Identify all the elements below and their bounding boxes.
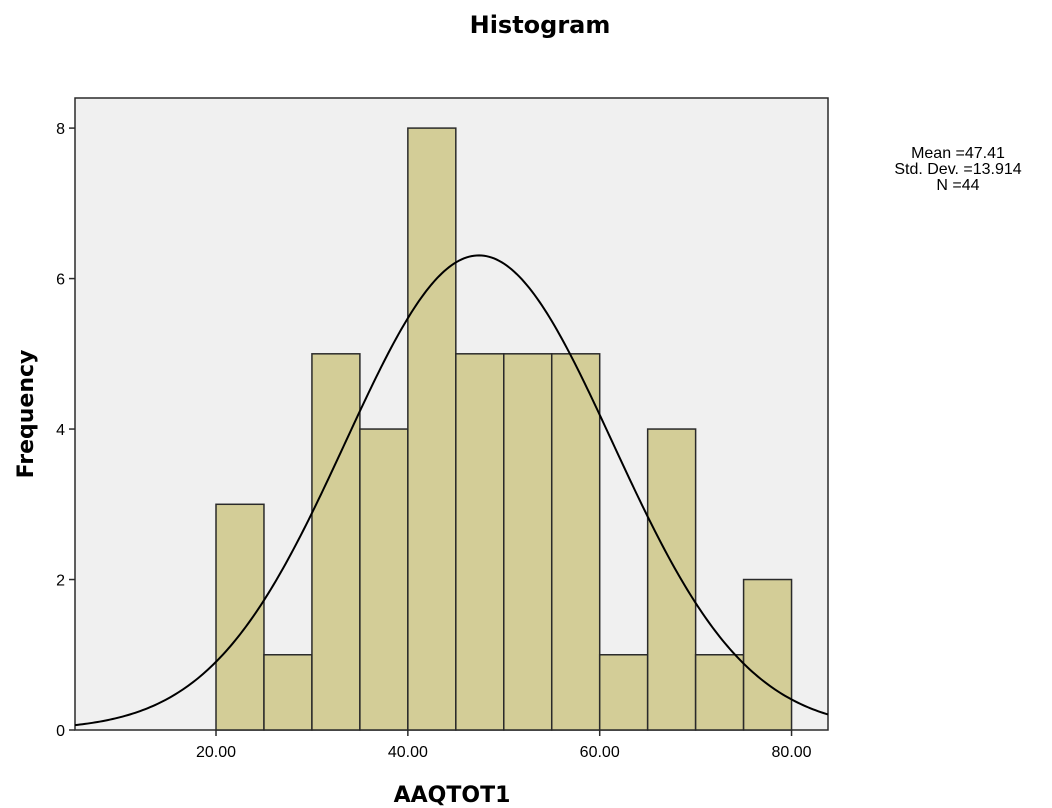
y-tick-label: 2 <box>56 573 65 590</box>
histogram-bar-75-80 <box>744 580 792 730</box>
histogram-bar-55-60 <box>552 354 600 730</box>
x-axis-label: AAQTOT1 <box>394 783 511 808</box>
y-tick-label: 4 <box>56 422 65 439</box>
histogram-bar-60-65 <box>600 655 648 730</box>
chart-title: Histogram <box>470 11 611 39</box>
x-tick-label: 60.00 <box>580 744 620 761</box>
y-tick-label: 6 <box>56 272 65 289</box>
stats-n: N =44 <box>936 177 979 194</box>
stats-box: Mean =47.41 Std. Dev. =13.914 N =44 <box>894 145 1021 194</box>
y-tick-label: 0 <box>56 723 65 740</box>
y-axis-ticks: 0 2 4 6 8 <box>56 121 75 740</box>
x-tick-label: 80.00 <box>772 744 812 761</box>
histogram-bar-20-25 <box>216 504 264 730</box>
stats-mean: Mean =47.41 <box>911 145 1005 162</box>
x-tick-label: 20.00 <box>196 744 236 761</box>
histogram-bar-50-55 <box>504 354 552 730</box>
x-tick-label: 40.00 <box>388 744 428 761</box>
histogram-bar-70-75 <box>696 655 744 730</box>
y-axis-label: Frequency <box>14 350 39 479</box>
stats-std-dev: Std. Dev. =13.914 <box>894 161 1021 178</box>
histogram-bar-25-30 <box>264 655 312 730</box>
x-axis-ticks: 20.00 40.00 60.00 80.00 <box>196 730 812 761</box>
histogram-bar-30-35 <box>312 354 360 730</box>
histogram-bar-45-50 <box>456 354 504 730</box>
y-tick-label: 8 <box>56 121 65 138</box>
histogram-bar-40-45 <box>408 128 456 730</box>
histogram-bar-65-70 <box>648 429 696 730</box>
histogram-bar-35-40 <box>360 429 408 730</box>
